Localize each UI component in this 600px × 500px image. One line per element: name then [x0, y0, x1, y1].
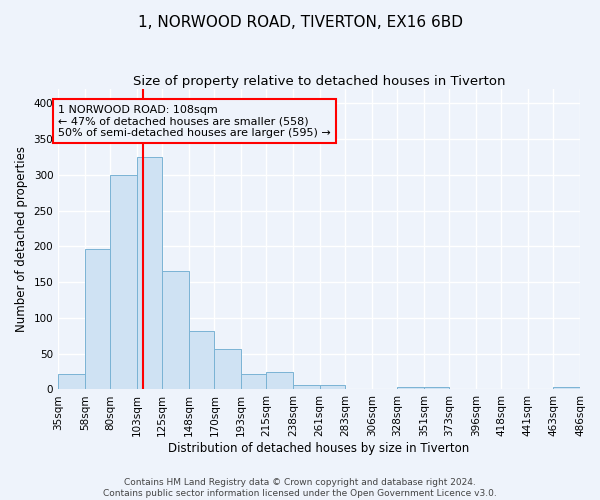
Bar	[320, 385, 345, 390]
Bar	[397, 386, 424, 390]
Y-axis label: Number of detached properties: Number of detached properties	[15, 146, 28, 332]
Bar	[214, 348, 241, 390]
Text: Contains HM Land Registry data © Crown copyright and database right 2024.
Contai: Contains HM Land Registry data © Crown c…	[103, 478, 497, 498]
Title: Size of property relative to detached houses in Tiverton: Size of property relative to detached ho…	[133, 75, 505, 88]
Bar	[189, 331, 214, 390]
Bar	[110, 175, 137, 390]
Bar	[424, 386, 449, 390]
Bar	[137, 157, 163, 390]
X-axis label: Distribution of detached houses by size in Tiverton: Distribution of detached houses by size …	[169, 442, 470, 455]
Bar	[241, 374, 266, 390]
Bar	[58, 374, 85, 390]
Bar	[163, 272, 189, 390]
Bar	[293, 385, 320, 390]
Bar	[266, 372, 293, 390]
Text: 1 NORWOOD ROAD: 108sqm
← 47% of detached houses are smaller (558)
50% of semi-de: 1 NORWOOD ROAD: 108sqm ← 47% of detached…	[58, 104, 331, 138]
Bar	[85, 248, 110, 390]
Text: 1, NORWOOD ROAD, TIVERTON, EX16 6BD: 1, NORWOOD ROAD, TIVERTON, EX16 6BD	[137, 15, 463, 30]
Bar	[553, 388, 580, 390]
